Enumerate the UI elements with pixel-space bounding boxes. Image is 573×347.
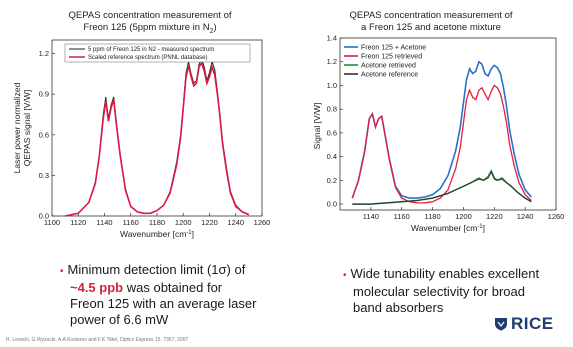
right-bullet: • Wide tunability enables excellent molec… <box>343 266 540 315</box>
y-tick-label: 0.6 <box>327 128 337 137</box>
x-tick-label: 1180 <box>425 212 441 221</box>
y-tick-label: 1.0 <box>327 81 337 90</box>
x-tick-label: 1200 <box>455 212 472 221</box>
y-tick-label: 1.4 <box>327 34 337 43</box>
x-tick-label: 1220 <box>486 212 503 221</box>
x-axis-label: Wavenumber [cm-1] <box>411 223 485 233</box>
y-axis-label: Signal [V/W] <box>312 103 322 150</box>
legend: 5 ppm of Freon 125 in N2 - measured spec… <box>64 43 251 63</box>
x-tick-label: 1100 <box>44 218 60 227</box>
legend-label-2: Freon 125 retrieved <box>361 54 422 61</box>
x-tick-label: 1240 <box>517 212 534 221</box>
series-line-1 <box>351 60 532 199</box>
x-tick-label: 1180 <box>149 218 165 227</box>
left-chart-title-line1: QEPAS concentration measurement of <box>68 10 232 21</box>
left-bullet: • Minimum detection limit (1σ) of ~4.5 pp… <box>60 262 257 327</box>
plot-frame <box>339 37 557 211</box>
x-tick-label: 1260 <box>548 212 565 221</box>
y-tick-label: 0.2 <box>327 176 337 185</box>
y-tick-label: 0.4 <box>327 152 337 161</box>
y-tick-label: 0.8 <box>327 105 337 114</box>
left-chart-title-line2: Freon 125 (5ppm mixture in N2) <box>83 22 217 35</box>
legend-label-3: Acetone retrieved <box>361 63 416 70</box>
legend: Freon 125 + Acetone Freon 125 retrieved Ac… <box>344 45 426 79</box>
x-tick-label: 1160 <box>123 218 139 227</box>
x-tick-label: 1240 <box>227 218 244 227</box>
x-tick-label: 1260 <box>254 218 271 227</box>
series-line-2 <box>351 84 532 204</box>
x-tick-label: 1140 <box>363 212 379 221</box>
x-tick-label: 1220 <box>201 218 218 227</box>
right-chart-title-line2: a Freon 125 and acetone mixture <box>361 22 501 33</box>
right-chart-title-line1: QEPAS concentration measurement of <box>349 10 513 21</box>
detection-limit-value: ~4.5 ppb <box>70 280 124 295</box>
y-tick-label: 0.9 <box>39 90 49 99</box>
x-tick-label: 1200 <box>175 218 192 227</box>
left-chart-title: QEPAS concentration measurement of Freon… <box>40 10 260 38</box>
legend-label-4: Acetone reference <box>361 72 418 79</box>
bullet-dot-icon: • <box>343 270 347 281</box>
y-tick-label: 0.0 <box>327 200 337 209</box>
shield-icon <box>495 318 507 331</box>
citation-footer: R. Lewicki, G.Wysocki, A.A Kosterev and … <box>6 337 189 343</box>
x-tick-label: 1120 <box>70 218 86 227</box>
legend-label-1: Freon 125 + Acetone <box>361 45 426 52</box>
y-axis-label-line1: Laser power normalized <box>12 82 22 173</box>
legend-label-reference: Scaled reference spectrum (PNNL database… <box>88 55 208 61</box>
y-axis-label-line2: QEPAS signal [V/W] <box>22 90 32 166</box>
legend-label-measured: 5 ppm of Freon 125 in N2 - measured spec… <box>88 47 214 53</box>
y-tick-label: 0.0 <box>39 212 49 221</box>
legend-box <box>64 43 251 63</box>
x-tick-label: 1140 <box>96 218 112 227</box>
rice-logo: RICE <box>494 314 554 334</box>
series-line-4 <box>352 170 532 205</box>
x-tick-label: 1160 <box>394 212 410 221</box>
y-tick-label: 0.3 <box>39 171 49 180</box>
y-tick-label: 1.2 <box>39 49 49 58</box>
series-line-2 <box>64 61 250 217</box>
logo-text: RICE <box>511 314 554 333</box>
bullet-dot-icon: • <box>60 266 64 277</box>
right-chart-title: QEPAS concentration measurement of a Fre… <box>326 10 536 34</box>
x-axis-label: Wavenumber [cm-1] <box>120 229 194 239</box>
y-tick-label: 0.6 <box>39 130 49 139</box>
y-tick-label: 1.2 <box>327 57 337 66</box>
